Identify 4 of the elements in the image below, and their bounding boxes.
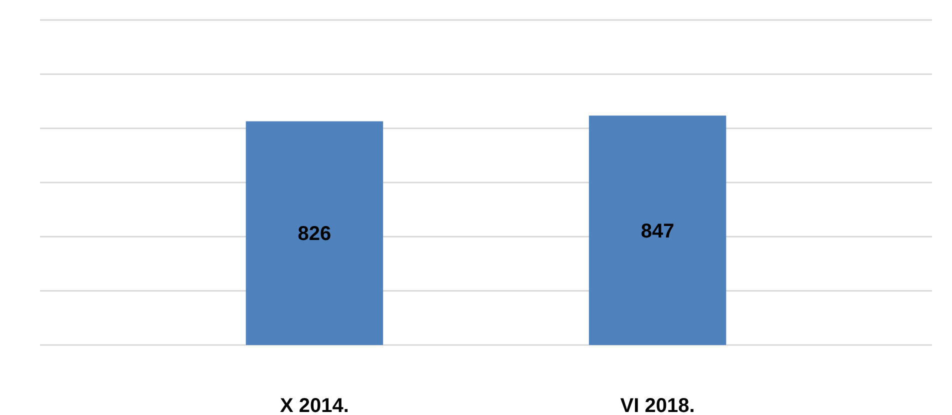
data-label: 826 — [298, 223, 332, 246]
x-tick-label: X 2014. — [280, 395, 349, 415]
x-tick-label: VI 2018. — [620, 395, 695, 415]
data-label: 847 — [640, 220, 674, 242]
